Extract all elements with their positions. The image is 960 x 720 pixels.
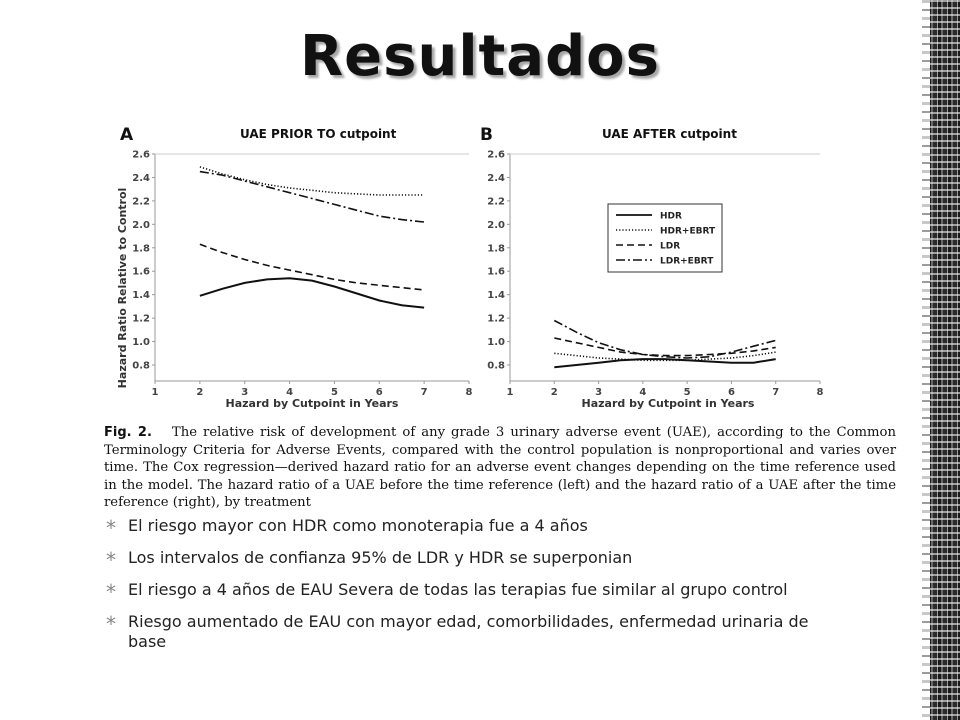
panel-b-x-tick-label: 5 [684,387,691,398]
panel-a-series-ldr-ebrt [199,170,425,223]
panel-b-series-hdr [554,358,776,369]
panel-a-x-tick-label: 1 [152,387,159,398]
panel-b-x-tick-label: 7 [772,387,779,398]
bullet-text: Los intervalos de confianza 95% de LDR y… [128,548,633,567]
panel-a-x-tick-label: 8 [466,387,473,398]
figure-caption-label: Fig. 2. [104,425,152,440]
legend-label-hdr-ebrt: HDR+EBRT [660,227,716,237]
legend-label-ldr-ebrt: LDR+EBRT [660,257,714,267]
panel-b-series-ldr [554,337,776,357]
panel-b-letter: B [480,125,493,145]
panel-a-title: UAE PRIOR TO cutpoint [240,127,397,141]
bullet-asterisk-icon: * [106,580,116,604]
bullet-asterisk-icon: * [106,548,116,572]
panel-b-y-tick-label: 1.0 [487,337,505,348]
legend-label-ldr: LDR [660,242,680,252]
panel-b-x-tick-label: 4 [639,387,646,398]
panel-b-y-tick-label: 2.4 [487,173,505,184]
panel-a-series-hdr-ebrt [199,166,425,196]
panel-b-title: UAE AFTER cutpoint [602,127,737,141]
panel-b-plot: 0.8 1.0 1.2 1.4 1.6 1.8 2.0 2.2 2.4 2.6 1 2 3 4 5 6 7 8 [487,150,823,399]
bullet-item: * Riesgo aumentado de EAU con mayor edad,… [104,612,844,652]
panel-b-series-ldr-ebrt [553,319,776,359]
panel-a-y-tick-label: 2.0 [132,220,150,231]
panel-b-y-tick-label: 1.6 [487,267,505,278]
figure-2-chart: A UAE PRIOR TO cutpoint 0.8 1.0 1.2 1.4 1.6 1… [116,125,824,410]
bullet-asterisk-icon: * [106,612,116,636]
panel-a-y-tick-label: 1.6 [132,267,150,278]
panel-a-series-ldr [199,243,425,291]
panel-a-y-tick-label: 2.4 [132,173,150,184]
panel-b-x-tick-label: 2 [551,387,558,398]
bullet-list: * El riesgo mayor con HDR como monoterapi… [104,516,844,664]
panel-a-letter: A [120,125,134,145]
panel-b-y-tick-label: 1.2 [487,314,505,325]
panel-a-x-tick-label: 6 [376,387,383,398]
panel-b-y-tick-label: 1.8 [487,243,505,254]
panel-b-y-tick-label: 0.8 [487,361,505,372]
decorative-edge-border [922,0,960,720]
panel-a-y-tick-label: 2.2 [132,196,150,207]
panel-a-plot: 0.8 1.0 1.2 1.4 1.6 1.8 2.0 2.2 2.4 2.6 1 2 3 4 5 6 7 8 [132,150,472,399]
panel-a-y-tick-label: 1.0 [132,337,150,348]
panel-b-y-tick-label: 2.6 [487,150,505,161]
panel-a-y-tick-label: 1.4 [132,290,150,301]
panel-a-y-tick-label: 1.2 [132,314,150,325]
panel-a-x-tick-label: 7 [421,387,428,398]
panel-b-y-tick-label: 2.2 [487,196,505,207]
legend-label-hdr: HDR [660,212,682,222]
panel-b-x-tick-label: 8 [817,387,824,398]
panel-b-x-tick-label: 6 [728,387,735,398]
bullet-text: Riesgo aumentado de EAU con mayor edad, … [128,612,809,651]
panel-b-x-tick-label: 1 [507,387,514,398]
bullet-item: * Los intervalos de confianza 95% de LDR … [104,548,844,572]
panel-b-y-tick-label: 2.0 [487,220,505,231]
panel-a-y-tick-label: 1.8 [132,243,150,254]
slide-title: Resultados [300,24,660,89]
panel-a-y-tick-label: 2.6 [132,150,150,161]
bullet-item: * El riesgo a 4 años de EAU Severa de tod… [104,580,844,604]
y-axis-label: Hazard Ratio Relative to Control [116,188,129,389]
panel-a-x-tick-label: 4 [286,387,293,398]
panel-a-y-tick-label: 0.8 [132,361,150,372]
bullet-text: El riesgo mayor con HDR como monoterapia… [128,516,588,535]
figure-caption: Fig. 2. The relative risk of development … [104,424,896,512]
panel-a-x-tick-label: 3 [241,387,248,398]
figure-caption-text: The relative risk of development of any … [104,425,896,510]
panel-b-y-tick-label: 1.4 [487,290,505,301]
bullet-item: * El riesgo mayor con HDR como monoterapi… [104,516,844,540]
chart-legend: HDR HDR+EBRT LDR LDR+EBRT [607,203,723,273]
panel-a-series-hdr [199,277,425,309]
panel-a-x-tick-label: 2 [196,387,203,398]
panel-a-x-tick-label: 5 [331,387,338,398]
bullet-asterisk-icon: * [106,516,116,540]
panel-b-x-tick-label: 3 [595,387,602,398]
panel-b-x-axis-label: Hazard by Cutpoint in Years [582,397,755,410]
bullet-text: El riesgo a 4 años de EAU Severa de toda… [128,580,788,599]
panel-a-x-axis-label: Hazard by Cutpoint in Years [226,397,399,410]
